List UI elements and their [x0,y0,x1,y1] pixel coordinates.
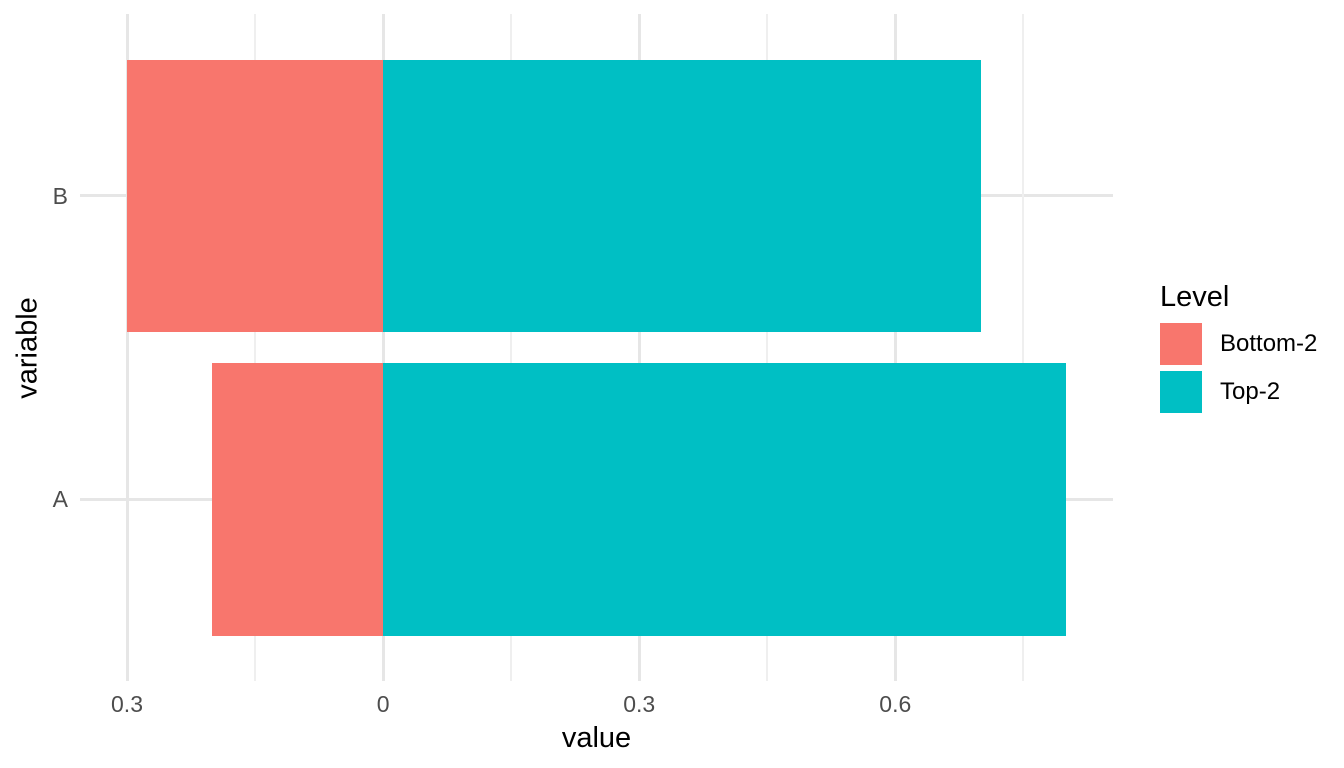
grid-line-vertical-major [381,14,385,681]
bar-segment-bottom2-A [212,362,383,636]
bar-segment-top2-B [383,59,981,333]
x-tick-label: 0.3 [623,691,656,717]
legend-label-top2: Top-2 [1220,378,1281,405]
grid-line-vertical-minor [254,14,256,681]
x-tick-label: 0 [376,691,390,717]
bar-segment-top2-A [383,362,1067,636]
x-tick-label: 0.3 [111,691,143,717]
x-tick-label: 0.6 [879,691,912,717]
y-category-label-A: A [52,486,68,513]
legend-label-bottom2: Bottom-2 [1220,330,1318,357]
plot-panel [80,14,1113,681]
legend-title: Level [1160,281,1230,313]
y-category-label-B: B [52,182,68,209]
grid-line-vertical-major [125,14,129,681]
bar-segment-bottom2-B [127,59,384,333]
legend-item-top2: Top-2 [1160,371,1280,413]
grid-line-vertical-major [893,14,897,681]
legend-swatch-top2-icon [1160,371,1202,413]
legend-swatch-bottom2-icon [1160,323,1202,365]
grid-line-vertical-minor [510,14,513,681]
x-axis-title: value [561,722,632,754]
legend-item-bottom2: Bottom-2 [1160,323,1317,365]
grid-line-vertical-minor [1022,14,1025,681]
grid-line-vertical-major [637,14,641,681]
y-axis-title: variable [11,296,44,399]
grid-line-vertical-minor [766,14,769,681]
